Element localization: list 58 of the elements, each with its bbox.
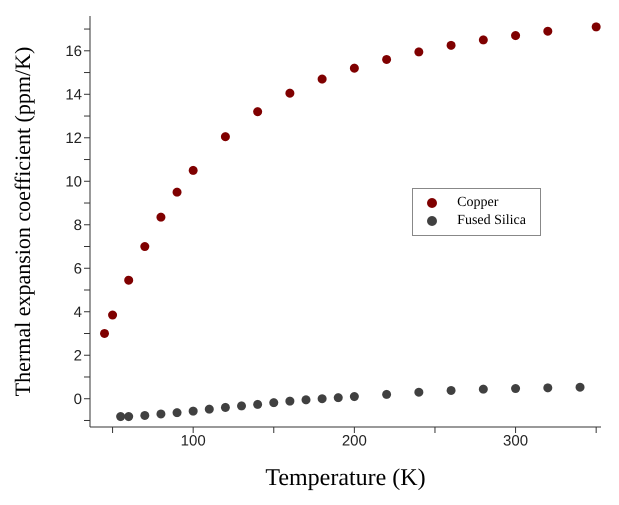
y-tick-label: 12: [65, 130, 82, 148]
point: [124, 276, 134, 285]
point: [253, 400, 262, 409]
y-axis-title: Thermal expansion coefficient (ppm/K): [10, 46, 35, 396]
point: [204, 404, 214, 414]
point: [269, 398, 278, 408]
point: [237, 401, 246, 410]
point: [511, 31, 520, 40]
x-tick-label: 300: [503, 432, 528, 450]
y-tick-label: 0: [74, 391, 82, 408]
y-tick-label: 2: [74, 348, 82, 365]
point: [414, 388, 424, 397]
point: [511, 384, 520, 394]
x-tick-label: 200: [342, 432, 367, 450]
point: [350, 392, 359, 402]
point: [253, 107, 262, 116]
y-tick-label: 4: [74, 304, 82, 322]
point: [188, 166, 198, 175]
point: [543, 383, 552, 392]
x-axis-title: Temperature (K): [265, 465, 426, 491]
point: [172, 188, 182, 197]
point: [318, 394, 327, 404]
point: [414, 47, 424, 56]
y-tick-label: 8: [74, 217, 82, 234]
point: [220, 402, 230, 412]
point: [116, 412, 126, 422]
point: [318, 74, 327, 84]
point: [124, 412, 134, 422]
point: [100, 328, 110, 338]
point: [446, 386, 456, 395]
point: [156, 409, 166, 418]
y-tick-label: 6: [74, 260, 82, 278]
y-tick-label: 14: [65, 86, 82, 104]
point: [140, 242, 150, 252]
point: [334, 393, 343, 402]
legend-label: Copper: [457, 195, 498, 211]
point: [285, 396, 294, 406]
point: [156, 212, 166, 222]
point: [350, 64, 359, 73]
legend-label: Fused Silica: [457, 213, 526, 229]
point: [108, 310, 118, 320]
x-tick-label: 100: [180, 432, 206, 450]
point: [285, 88, 294, 98]
point: [576, 382, 585, 392]
point: [220, 132, 230, 142]
point: [592, 22, 601, 32]
point: [382, 390, 392, 399]
y-tick-label: 16: [65, 43, 82, 60]
point: [478, 384, 488, 394]
point: [478, 35, 488, 44]
point: [172, 408, 182, 418]
point: [382, 54, 392, 64]
point: [446, 40, 456, 50]
point: [140, 410, 150, 420]
y-tick-label: 10: [65, 174, 82, 191]
point: [301, 395, 311, 404]
point: [188, 406, 198, 416]
point: [543, 26, 552, 36]
